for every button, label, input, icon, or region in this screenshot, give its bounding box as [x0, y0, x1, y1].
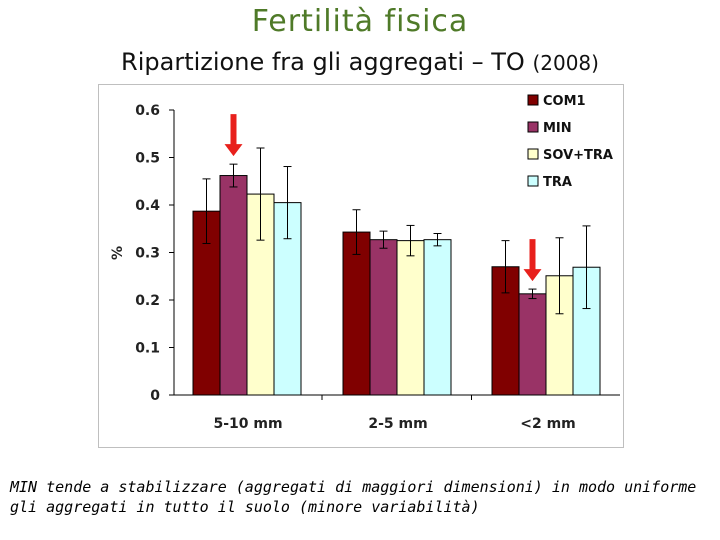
- legend-swatch: [527, 121, 539, 133]
- caption-text: MIN tende a stabilizzare (aggregati di m…: [10, 478, 697, 516]
- subtitle-text: Ripartizione fra gli aggregati – TO: [121, 48, 525, 76]
- page-subtitle: Ripartizione fra gli aggregati – TO (200…: [0, 48, 720, 76]
- y-tick-label: 0.3: [135, 246, 160, 262]
- y-tick-label: 0: [150, 388, 160, 404]
- x-category-label: 5-10 mm: [213, 416, 282, 432]
- bar-min: [219, 175, 248, 396]
- legend-swatch: [527, 94, 539, 106]
- x-category-label: 2-5 mm: [368, 416, 427, 432]
- legend-label: COM1: [543, 94, 586, 109]
- legend-swatch: [527, 148, 539, 160]
- subtitle-year: (2008): [532, 51, 599, 75]
- bar-com1: [342, 231, 371, 396]
- bar-min: [518, 293, 547, 396]
- legend-label: MIN: [543, 121, 572, 136]
- y-axis-label: %: [110, 246, 126, 260]
- legend-label: TRA: [543, 175, 572, 190]
- bar-min: [369, 239, 398, 396]
- legend-label: SOV+TRA: [543, 148, 613, 163]
- bar-tra: [423, 239, 452, 396]
- y-tick-label: 0.2: [135, 293, 160, 309]
- red-down-arrow-icon: [523, 239, 542, 282]
- red-down-arrow-icon: [224, 114, 243, 157]
- y-tick-label: 0.6: [135, 103, 160, 119]
- legend-swatch: [527, 175, 539, 187]
- y-tick-label: 0.4: [135, 198, 160, 214]
- bar-sov-tra: [396, 240, 425, 396]
- y-tick-label: 0.5: [135, 151, 160, 167]
- y-tick-label: 0.1: [135, 341, 160, 357]
- page-title: Fertilità fisica: [251, 4, 469, 39]
- x-category-label: <2 mm: [520, 416, 576, 432]
